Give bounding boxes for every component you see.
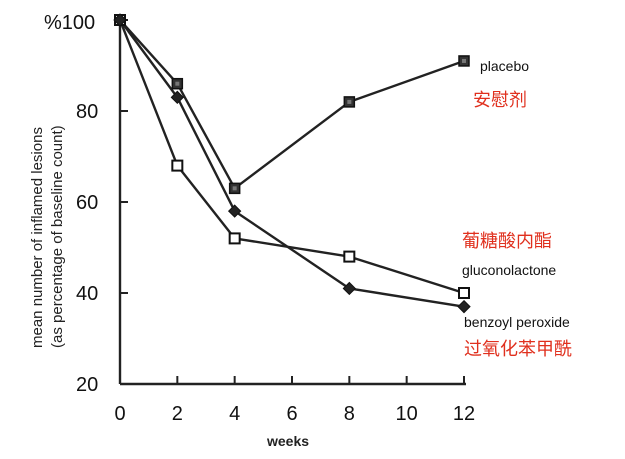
series-label-gluconolactone: gluconolactone	[462, 262, 556, 278]
y-ticks: 20 40 60 80	[76, 19, 128, 396]
data-point-inner	[347, 99, 352, 104]
data-point-gluconolactone	[228, 232, 241, 245]
data-point-benzoyl-peroxide	[113, 13, 127, 27]
series-cn-label-placebo: 安慰剂	[473, 90, 527, 111]
series-cn-label-benzoyl-peroxide: 过氧化苯甲酰	[464, 339, 572, 360]
data-point-benzoyl-peroxide	[170, 90, 185, 105]
x-tick-label: 12	[453, 403, 475, 425]
data-point-gluconolactone	[343, 250, 356, 263]
series-cn-label-gluconolactone: 葡糖酸内酯	[462, 231, 552, 252]
x-axis-title: weeks	[266, 433, 309, 449]
x-tick-label: 10	[396, 403, 418, 425]
y-axis-title-line1: mean number of inflamed lesions	[29, 127, 46, 348]
x-tick-label: 4	[229, 403, 240, 425]
y-tick-label: 20	[76, 374, 98, 396]
y-tick-label: 60	[76, 192, 98, 214]
y-tick-label-top: %100	[44, 12, 95, 34]
x-ticks: 0 2 4 6 8 10 12	[114, 376, 475, 425]
series-label-benzoyl-peroxide: benzoyl peroxide	[464, 314, 570, 330]
data-point-gluconolactone	[458, 287, 470, 299]
x-tick-label: 8	[344, 403, 355, 425]
data-point-gluconolactone	[171, 159, 184, 172]
series-line-gluconolactone	[118, 19, 465, 295]
chart-axes	[118, 20, 466, 386]
x-tick-label: 2	[172, 403, 183, 425]
data-point-inner	[462, 58, 466, 63]
series-label-placebo: placebo	[480, 58, 529, 74]
y-tick-label: 80	[76, 101, 98, 123]
data-point-inner	[175, 81, 180, 86]
series-layer	[113, 13, 471, 314]
y-axis-title-line2: (as percentage of baseline count)	[49, 125, 66, 348]
y-tick-label: 40	[76, 283, 98, 305]
x-tick-label: 6	[286, 403, 297, 425]
data-point-benzoyl-peroxide	[342, 281, 357, 296]
data-point-benzoyl-peroxide	[227, 204, 242, 218]
data-point-inner	[232, 186, 237, 191]
x-tick-label: 0	[114, 403, 125, 425]
data-point-benzoyl-peroxide	[457, 299, 471, 314]
